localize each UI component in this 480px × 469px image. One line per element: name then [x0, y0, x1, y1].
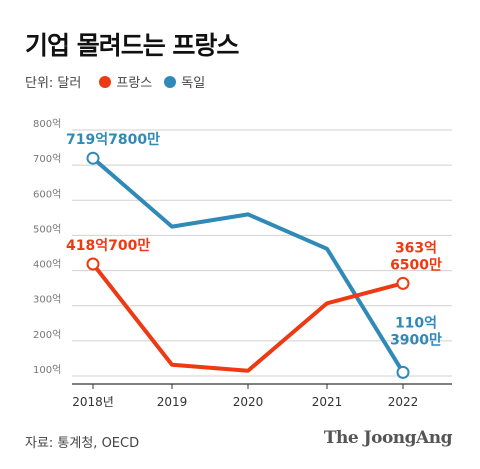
legend-label-germany: 독일 — [181, 76, 206, 91]
y-tick-label: 200억 — [33, 329, 61, 341]
publisher-logo: The JoongAng — [323, 428, 453, 448]
y-tick-label: 400억 — [33, 259, 61, 271]
data-label-germany: 719억7800만 — [66, 132, 160, 148]
legend: 단위: 달러 프랑스 독일 — [25, 72, 217, 91]
unit-label: 단위: 달러 — [25, 76, 82, 91]
source-note: 자료: 통계청, OECD — [25, 436, 140, 451]
legend-item-germany: 독일 — [164, 72, 205, 91]
legend-item-france: 프랑스 — [99, 72, 152, 91]
x-tick-label: 2020 — [233, 395, 264, 409]
legend-marker-germany — [164, 75, 177, 88]
y-tick-label: 800억 — [33, 118, 61, 130]
series-line-france — [91, 261, 405, 373]
x-tick-label: 2022 — [388, 395, 419, 409]
y-tick-label: 700억 — [33, 153, 61, 165]
chart-title: 기업 몰려드는 프랑스 — [25, 31, 239, 60]
legend-label-france: 프랑스 — [116, 76, 153, 91]
series-line-germany — [91, 156, 405, 375]
data-point-france — [86, 257, 100, 271]
y-tick-label: 300억 — [33, 294, 61, 306]
data-point-france — [396, 276, 410, 290]
data-label-germany: 110억 3900만 — [390, 315, 442, 348]
x-tick-label: 2018년 — [72, 395, 114, 409]
data-label-france: 418억700만 — [66, 238, 150, 254]
y-tick-label: 100억 — [33, 364, 61, 376]
data-point-germany — [86, 151, 100, 165]
x-tick-label: 2019 — [157, 395, 188, 409]
x-tick-label: 2021 — [312, 395, 343, 409]
y-tick-label: 600억 — [33, 188, 61, 200]
y-tick-label: 500억 — [33, 223, 61, 235]
data-label-france: 363억 6500만 — [390, 240, 442, 273]
data-point-germany — [396, 365, 410, 379]
legend-marker-france — [99, 75, 112, 88]
